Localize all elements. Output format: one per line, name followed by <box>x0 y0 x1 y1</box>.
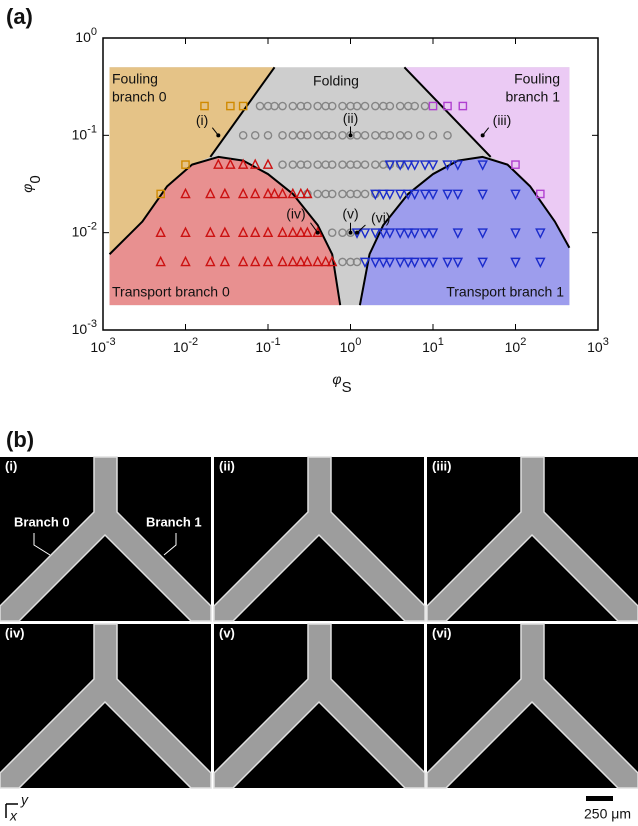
y-tick-label: 100 <box>75 26 97 45</box>
plot: Folding Fouling branch 0 Fouling branch 1 Tra… <box>19 26 609 397</box>
axes-indicator: y x <box>6 792 29 824</box>
y-tick-label: 10-1 <box>72 123 97 142</box>
region-label: Transport branch 0 <box>112 284 230 300</box>
region-label: Fouling <box>514 71 560 87</box>
x-tick-label: 103 <box>587 336 609 355</box>
y-tick-label: 10-3 <box>72 318 97 337</box>
micrograph-label: (vi) <box>432 625 452 640</box>
micrograph-label: (v) <box>219 625 235 640</box>
micrograph-label: (iv) <box>5 625 25 640</box>
annotation-label: (v) <box>342 205 358 221</box>
region-label: branch 0 <box>112 89 167 105</box>
annotation-label: (i) <box>196 112 208 128</box>
annotation-label: (vi) <box>371 209 390 225</box>
panel-label: (b) <box>6 427 34 452</box>
x-tick-label: 10-2 <box>173 336 198 355</box>
annotation-label: (iv) <box>286 205 305 221</box>
axis-letter: y <box>20 792 29 808</box>
x-axis-label: φS <box>332 371 351 397</box>
region-label: branch 1 <box>506 89 561 105</box>
micrograph-label: (i) <box>5 458 17 473</box>
panel-label: (a) <box>6 4 33 29</box>
micrograph: (v) <box>214 624 425 788</box>
branch-label: Branch 0 <box>14 514 70 529</box>
micrograph-label: (iii) <box>432 458 452 473</box>
scale-bar <box>586 796 613 801</box>
x-tick-label: 100 <box>340 336 362 355</box>
x-tick-label: 102 <box>505 336 527 355</box>
y-tick-label: 10-2 <box>72 221 97 240</box>
branch-label: Branch 1 <box>146 514 202 529</box>
micrograph: (iv) <box>0 624 211 788</box>
annotation-label: (ii) <box>343 110 359 126</box>
x-tick-label: 101 <box>422 336 444 355</box>
axis-letter: x <box>9 808 18 824</box>
micrograph: (iii) <box>427 457 638 621</box>
region-label: Fouling <box>112 71 158 87</box>
micrograph: (i) Branch 0 Branch 1 <box>0 457 211 621</box>
figure: (a) Folding Fouling branch 0 Fouling branch … <box>0 0 638 826</box>
x-tick-label: 10-3 <box>90 336 115 355</box>
region-label: Folding <box>313 73 359 89</box>
micrograph: (vi) <box>427 624 638 788</box>
y-axis-label: φ0 <box>19 175 45 192</box>
region-label: Transport branch 1 <box>446 284 564 300</box>
micrograph: (ii) <box>214 457 425 621</box>
x-tick-label: 10-1 <box>255 336 280 355</box>
micrograph-label: (ii) <box>219 458 235 473</box>
annotation-label: (iii) <box>493 112 512 128</box>
scale-bar-label: 250 μm <box>584 806 631 822</box>
